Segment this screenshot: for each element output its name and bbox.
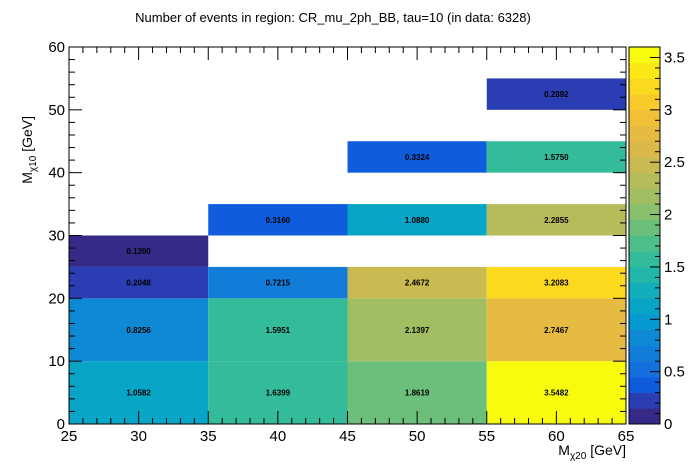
y-axis: 0 10 20 30 40 50 60 bbox=[48, 39, 626, 433]
colorbar-swatch bbox=[629, 298, 660, 315]
cell-value-label: 2.2855 bbox=[544, 216, 569, 225]
colorbar-tick-label: 2 bbox=[664, 207, 672, 224]
cell-value-label: 1.6399 bbox=[266, 389, 291, 398]
colorbar-swatch bbox=[629, 345, 660, 362]
axis-title-subscript: χ20 bbox=[570, 451, 587, 462]
heatmap-cell bbox=[486, 141, 626, 173]
colorbar-swatch bbox=[629, 141, 660, 158]
axis-title-unit: [GeV] bbox=[586, 442, 626, 458]
y-tick-label: 40 bbox=[48, 165, 65, 182]
cell-value-label: 0.3324 bbox=[405, 153, 430, 162]
x-tick-label: 50 bbox=[409, 428, 426, 445]
cell-value-label: 1.5951 bbox=[266, 326, 291, 335]
colorbar-swatch bbox=[629, 314, 660, 331]
colorbar-tick-label: 1.5 bbox=[664, 259, 685, 276]
heatmap-cell-labels: 1.0582 1.6399 1.8619 3.5482 0.8256 1.5951 2.13… bbox=[126, 90, 569, 397]
colorbar-swatch bbox=[629, 408, 660, 425]
axis-title-symbol: M bbox=[19, 172, 35, 184]
colorbar-swatch bbox=[629, 392, 660, 409]
colorbar-tick-label: 0 bbox=[664, 416, 672, 433]
colorbar-tick-label: 3 bbox=[664, 102, 672, 119]
y-tick-label: 60 bbox=[48, 39, 65, 56]
colorbar: 0 0.5 1 1.5 2 2.5 3 3.5 bbox=[628, 46, 685, 433]
colorbar-swatch bbox=[629, 109, 660, 126]
cell-value-label: 3.2083 bbox=[544, 279, 569, 288]
x-tick-label: 40 bbox=[270, 428, 287, 445]
cell-value-label: 0.8256 bbox=[126, 326, 151, 335]
colorbar-swatch bbox=[629, 219, 660, 236]
cell-value-label: 1.5750 bbox=[544, 153, 569, 162]
x-tick-label: 35 bbox=[200, 428, 217, 445]
axis-title-symbol: M bbox=[558, 442, 570, 458]
colorbar-swatch bbox=[629, 235, 660, 252]
colorbar-swatch bbox=[629, 62, 660, 79]
heatmap-cell bbox=[347, 298, 487, 362]
heatmap-cell bbox=[208, 266, 348, 299]
heatmap-cell bbox=[347, 204, 487, 236]
cell-value-label: 2.4672 bbox=[405, 279, 430, 288]
colorbar-swatch bbox=[629, 282, 660, 299]
y-tick-label: 30 bbox=[48, 228, 65, 245]
x-tick-label: 45 bbox=[339, 428, 356, 445]
heatmap-cell bbox=[486, 78, 626, 110]
heatmap-cell bbox=[208, 204, 348, 236]
colorbar-swatch bbox=[629, 78, 660, 95]
chart-title: Number of events in region: CR_mu_2ph_BB… bbox=[135, 10, 531, 25]
heatmap-cell bbox=[486, 266, 626, 299]
x-axis: 25 30 35 40 45 50 55 60 65 bbox=[61, 47, 635, 445]
colorbar-swatch bbox=[629, 172, 660, 189]
x-tick-label: 30 bbox=[130, 428, 147, 445]
heatmap-cell bbox=[347, 141, 487, 173]
colorbar-swatch bbox=[629, 204, 660, 221]
cell-value-label: 1.0880 bbox=[405, 216, 430, 225]
cell-value-label: 2.1397 bbox=[405, 326, 430, 335]
cell-value-label: 1.0582 bbox=[126, 389, 151, 398]
heatmap-cells bbox=[69, 78, 626, 424]
cell-value-label: 0.7215 bbox=[266, 279, 291, 288]
colorbar-swatch bbox=[629, 251, 660, 268]
axis-title-subscript: χ10 bbox=[28, 155, 39, 172]
colorbar-swatch bbox=[629, 266, 660, 284]
cell-value-label: 0.2048 bbox=[126, 279, 151, 288]
heatmap-cell bbox=[69, 266, 209, 299]
colorbar-tick-label: 2.5 bbox=[664, 154, 685, 171]
x-tick-label: 65 bbox=[618, 428, 635, 445]
y-tick-label: 20 bbox=[48, 290, 65, 307]
cell-value-label: 0.2892 bbox=[544, 90, 569, 99]
colorbar-swatch bbox=[629, 94, 660, 111]
y-tick-label: 10 bbox=[48, 353, 65, 370]
x-tick-label: 25 bbox=[61, 428, 78, 445]
colorbar-tick-label: 1 bbox=[664, 311, 672, 328]
colorbar-swatch bbox=[629, 361, 660, 378]
x-tick-label: 60 bbox=[548, 428, 565, 445]
heatmap-cell bbox=[69, 298, 209, 362]
colorbar-swatch bbox=[629, 125, 660, 142]
colorbar-swatch bbox=[629, 156, 660, 174]
x-tick-label: 55 bbox=[478, 428, 495, 445]
colorbar-tick-label: 0.5 bbox=[664, 364, 685, 381]
heatmap-cell bbox=[208, 298, 348, 362]
axis-title-unit: [GeV] bbox=[19, 116, 35, 156]
heatmap-cell bbox=[486, 298, 626, 362]
colorbar-swatch bbox=[629, 376, 660, 393]
cell-value-label: 3.5482 bbox=[544, 389, 569, 398]
colorbar-swatch bbox=[629, 47, 660, 64]
cell-value-label: 0.1390 bbox=[126, 247, 151, 256]
y-tick-label: 0 bbox=[57, 416, 65, 433]
heatmap-cell bbox=[486, 204, 626, 236]
y-tick-label: 50 bbox=[48, 102, 65, 119]
x-axis-title: Mχ20 [GeV] bbox=[558, 442, 626, 462]
cell-value-label: 0.3160 bbox=[266, 216, 291, 225]
colorbar-swatch bbox=[629, 329, 660, 346]
heatmap-cell bbox=[347, 266, 487, 299]
cell-value-label: 1.8619 bbox=[405, 389, 430, 398]
colorbar-swatch bbox=[629, 188, 660, 205]
y-axis-title: Mχ10 [GeV] bbox=[19, 116, 39, 184]
heatmap-cell bbox=[69, 235, 209, 267]
cell-value-label: 2.7467 bbox=[544, 326, 569, 335]
colorbar-tick-label: 3.5 bbox=[664, 49, 685, 66]
